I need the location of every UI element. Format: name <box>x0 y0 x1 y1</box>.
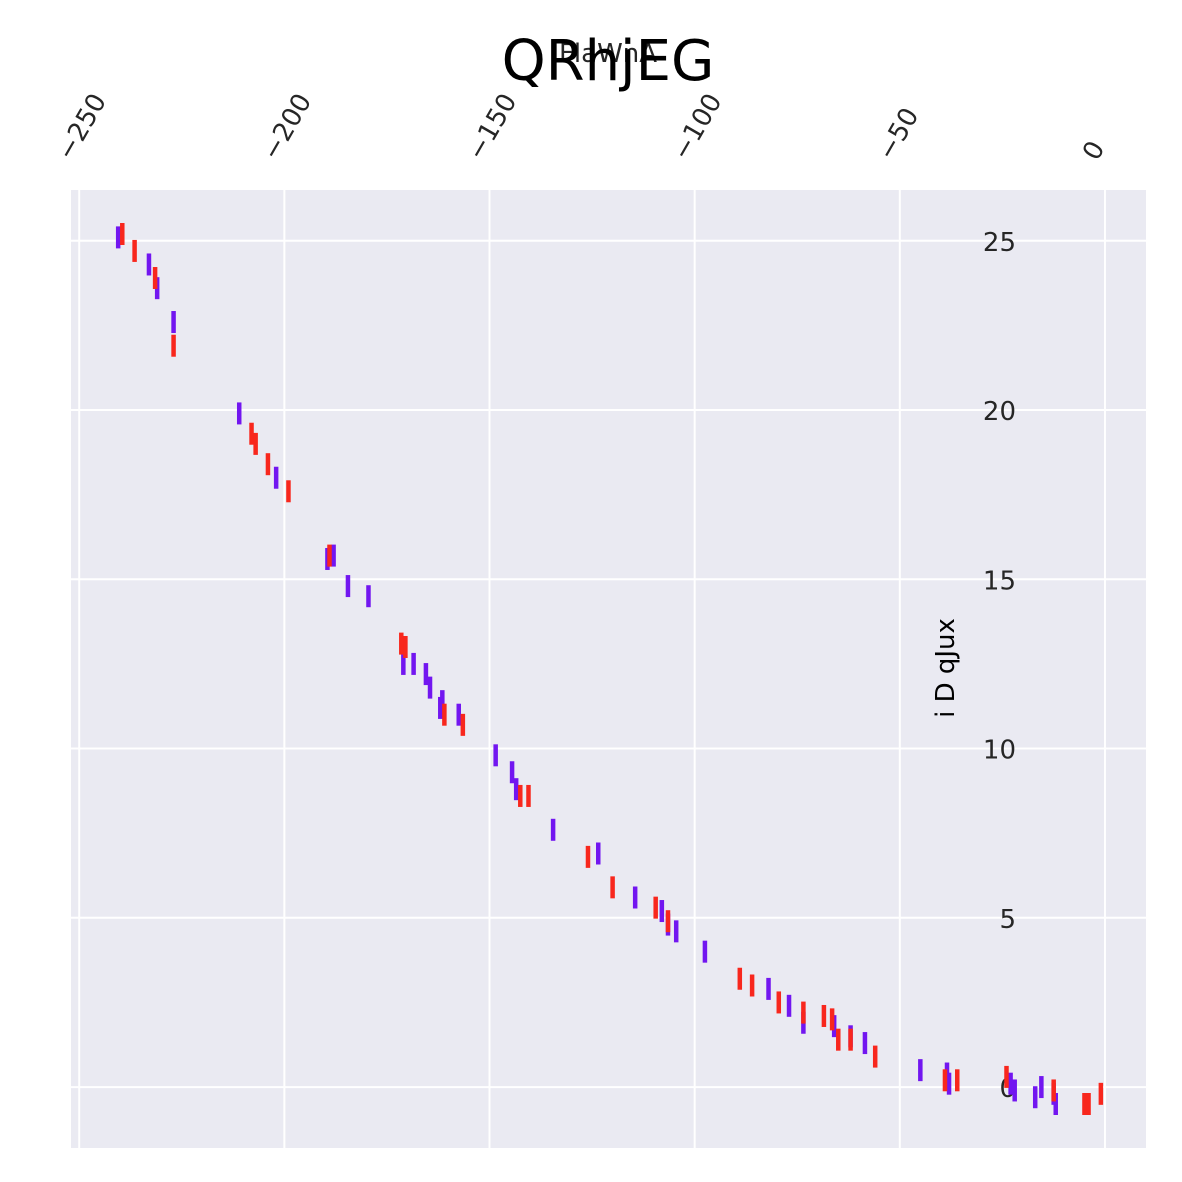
y-tick-label: 25 <box>983 228 1016 258</box>
x-tick-labels: −250 −200 −150 −100 −50 0 <box>51 89 1111 166</box>
x-tick-label: −250 <box>51 89 113 166</box>
y-grid <box>71 239 1146 1089</box>
y-tick-label: 10 <box>983 736 1016 766</box>
y-tick-label: 5 <box>999 905 1016 935</box>
x-axis-label: FlaWnA <box>559 39 657 69</box>
x-tick-label: 0 <box>1077 136 1111 165</box>
x-tick-label: −200 <box>256 89 318 166</box>
plot-background <box>71 190 1146 1148</box>
y-tick-label: 15 <box>983 566 1016 596</box>
x-tick-label: −50 <box>872 103 925 166</box>
x-tick-label: −100 <box>667 89 729 166</box>
y-axis-label: i D qJux <box>931 618 961 718</box>
chart-title: QRhjEG <box>502 29 715 94</box>
data-marks <box>115 223 1104 1115</box>
y-tick-label: 20 <box>983 397 1016 427</box>
x-tick-label: −150 <box>462 89 524 166</box>
x-grid <box>78 190 1106 1148</box>
